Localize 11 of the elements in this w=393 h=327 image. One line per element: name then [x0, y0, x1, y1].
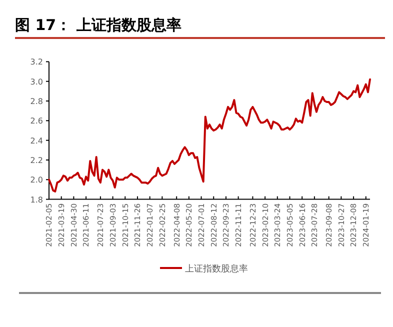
- y-tick-label: 2.4: [30, 136, 43, 146]
- y-tick-label: 3.2: [30, 58, 43, 67]
- y-tick-label: 2.6: [30, 116, 43, 126]
- y-tick-label: 3.0: [30, 77, 43, 86]
- y-tick-label: 2.0: [30, 176, 43, 185]
- line-series: [48, 78, 371, 192]
- y-tick-label: 1.8: [30, 195, 43, 204]
- y-tick-label: 2.8: [30, 97, 43, 106]
- chart-title: 图 17： 上证指数股息率: [15, 16, 182, 34]
- legend-label: 上证指数股息率: [185, 264, 248, 274]
- y-tick-label: 2.2: [30, 156, 43, 165]
